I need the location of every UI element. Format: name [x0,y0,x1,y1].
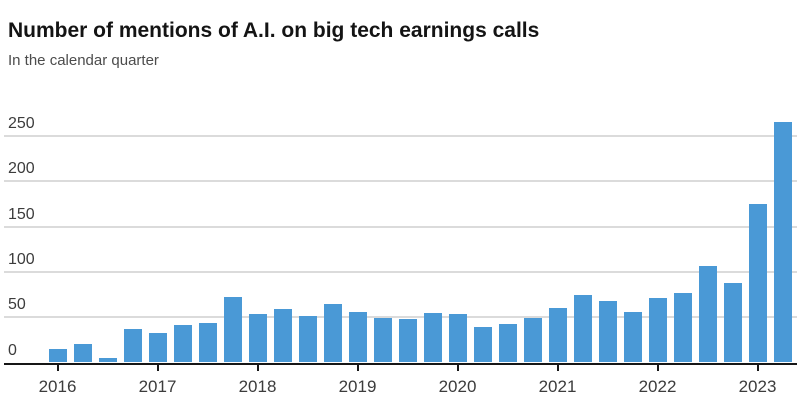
gridline-y-150 [4,225,797,228]
chart-subtitle: In the calendar quarter [8,52,159,69]
bar-q1-2023 [748,203,767,363]
y-axis-tick-label: 150 [8,205,35,223]
y-axis-tick-label: 0 [8,341,17,359]
gridline-y-200 [4,180,797,183]
bar-q1-2017 [148,332,167,363]
chart-title: Number of mentions of A.I. on big tech e… [8,19,540,42]
gridline-y-100 [4,270,797,273]
x-axis-year-label: 2020 [438,376,477,396]
x-axis-tick-2020 [456,364,459,371]
bar-q1-2018 [248,313,267,363]
bar-q3-2016 [98,357,117,363]
bar-q4-2022 [723,282,742,363]
bar-q4-2018 [323,303,342,363]
x-axis-tick-2022 [656,364,659,371]
y-axis-tick-label: 100 [8,250,35,268]
x-axis-year-label: 2021 [538,376,577,396]
bar-q2-2017 [173,325,192,363]
bar-q2-2016 [73,344,92,363]
bar-q3-2019 [398,319,417,363]
bar-q3-2017 [198,322,217,363]
x-axis-year-label: 2016 [38,376,77,396]
x-axis-tick-2016 [56,364,59,371]
x-axis-tick-2019 [356,364,359,371]
bar-q2-2018 [273,309,292,363]
x-axis-tick-2021 [556,364,559,371]
x-axis-year-label: 2022 [638,376,677,396]
bar-q4-2017 [223,297,242,363]
x-axis-year-label: 2023 [738,376,777,396]
bar-q1-2022 [648,298,667,363]
bar-q4-2020 [523,318,542,363]
bar-q1-2016 [48,348,67,363]
x-axis-tick-2018 [256,364,259,371]
y-axis-tick-label: 50 [8,296,26,314]
bar-q3-2021 [598,300,617,363]
x-axis-year-label: 2017 [138,376,177,396]
bar-q3-2018 [298,316,317,363]
y-axis-tick-label: 200 [8,160,35,178]
bar-q3-2022 [698,266,717,363]
x-axis-year-label: 2018 [238,376,277,396]
gridline-y-50 [4,316,797,319]
bar-q4-2019 [423,312,442,363]
bar-q2-2019 [373,318,392,363]
bar-q4-2016 [123,328,142,363]
bar-q2-2020 [473,327,492,363]
x-axis-tick-2017 [156,364,159,371]
bar-q4-2021 [623,311,642,363]
gridline-y-250 [4,135,797,137]
bar-q2-2021 [573,295,592,363]
bar-q2-2022 [673,292,692,363]
bar-q1-2021 [548,308,567,363]
bar-q3-2020 [498,324,517,363]
bar-q2-2023 [773,122,792,363]
x-axis-tick-2023 [756,364,759,371]
x-axis-year-label: 2019 [338,376,377,396]
bar-q1-2020 [448,313,467,363]
y-axis-tick-label: 250 [8,115,35,132]
bar-q1-2019 [348,311,367,363]
x-axis-line [4,362,797,365]
